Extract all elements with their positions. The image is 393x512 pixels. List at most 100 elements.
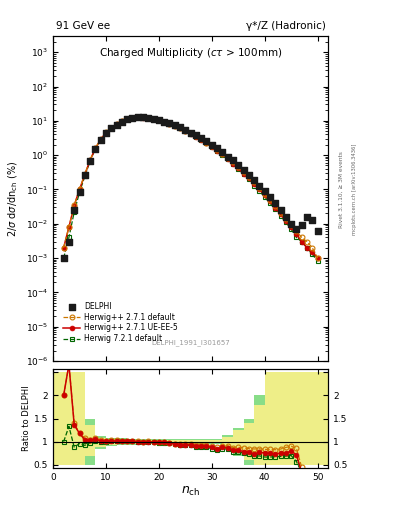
Herwig++ 2.7.1 default bbox=[77, 186, 82, 193]
Herwig 7.2.1 default bbox=[109, 125, 114, 131]
DELPHI bbox=[193, 131, 199, 139]
Herwig 7.2.1 default bbox=[257, 188, 262, 194]
Herwig++ 2.7.1 default bbox=[178, 125, 182, 131]
Herwig 7.2.1 default bbox=[209, 144, 214, 151]
Herwig 7.2.1 default bbox=[252, 182, 257, 188]
Herwig++ 2.7.1 UE-EE-5 bbox=[130, 115, 135, 121]
Herwig++ 2.7.1 UE-EE-5 bbox=[273, 205, 277, 211]
DELPHI bbox=[241, 166, 247, 174]
Herwig++ 2.7.1 default bbox=[289, 222, 294, 228]
DELPHI bbox=[119, 117, 125, 125]
Herwig++ 2.7.1 default bbox=[125, 116, 129, 122]
Herwig 7.2.1 default bbox=[173, 123, 177, 129]
DELPHI bbox=[87, 157, 93, 165]
Herwig++ 2.7.1 default bbox=[315, 255, 320, 261]
Herwig 7.2.1 default bbox=[262, 194, 267, 200]
Herwig 7.2.1 default bbox=[104, 130, 108, 136]
Herwig++ 2.7.1 UE-EE-5 bbox=[204, 140, 209, 146]
Herwig++ 2.7.1 UE-EE-5 bbox=[109, 125, 114, 131]
Herwig++ 2.7.1 default bbox=[231, 159, 235, 165]
Herwig 7.2.1 default bbox=[88, 158, 92, 164]
Herwig 7.2.1 default bbox=[273, 206, 277, 212]
Herwig++ 2.7.1 default bbox=[241, 169, 246, 175]
Herwig++ 2.7.1 UE-EE-5 bbox=[178, 125, 182, 131]
DELPHI bbox=[277, 206, 284, 214]
Herwig++ 2.7.1 UE-EE-5 bbox=[162, 119, 167, 125]
Herwig++ 2.7.1 default bbox=[114, 121, 119, 127]
Herwig++ 2.7.1 default bbox=[188, 131, 193, 137]
Herwig++ 2.7.1 UE-EE-5 bbox=[173, 123, 177, 129]
Herwig 7.2.1 default bbox=[188, 131, 193, 137]
Herwig++ 2.7.1 UE-EE-5 bbox=[146, 115, 151, 121]
DELPHI bbox=[140, 113, 146, 121]
DELPHI bbox=[251, 176, 257, 184]
DELPHI bbox=[151, 115, 157, 123]
Herwig 7.2.1 default bbox=[162, 119, 167, 125]
Line: Herwig++ 2.7.1 UE-EE-5: Herwig++ 2.7.1 UE-EE-5 bbox=[61, 115, 320, 261]
Herwig++ 2.7.1 default bbox=[83, 171, 87, 177]
DELPHI bbox=[172, 121, 178, 129]
Herwig++ 2.7.1 UE-EE-5 bbox=[167, 121, 172, 127]
Herwig++ 2.7.1 UE-EE-5 bbox=[88, 157, 92, 163]
Herwig 7.2.1 default bbox=[93, 146, 98, 152]
Herwig++ 2.7.1 UE-EE-5 bbox=[289, 224, 294, 230]
Herwig 7.2.1 default bbox=[156, 117, 161, 123]
DELPHI bbox=[267, 193, 273, 201]
Herwig++ 2.7.1 default bbox=[88, 157, 92, 163]
Herwig 7.2.1 default bbox=[241, 171, 246, 177]
Herwig++ 2.7.1 default bbox=[61, 245, 66, 251]
Herwig++ 2.7.1 UE-EE-5 bbox=[310, 249, 315, 255]
DELPHI bbox=[124, 115, 130, 123]
Herwig++ 2.7.1 UE-EE-5 bbox=[66, 224, 71, 230]
Herwig++ 2.7.1 UE-EE-5 bbox=[278, 211, 283, 217]
DELPHI bbox=[293, 225, 299, 233]
DELPHI bbox=[187, 129, 194, 137]
X-axis label: $n_{\rm ch}$: $n_{\rm ch}$ bbox=[181, 485, 200, 498]
DELPHI bbox=[209, 141, 215, 149]
Herwig 7.2.1 default bbox=[305, 245, 309, 251]
DELPHI bbox=[161, 117, 167, 125]
DELPHI bbox=[92, 145, 99, 153]
DELPHI bbox=[230, 156, 236, 164]
Herwig 7.2.1 default bbox=[114, 121, 119, 127]
Herwig++ 2.7.1 UE-EE-5 bbox=[93, 145, 98, 152]
Herwig++ 2.7.1 default bbox=[141, 114, 145, 120]
Herwig++ 2.7.1 UE-EE-5 bbox=[83, 172, 87, 178]
Text: 91 GeV ee: 91 GeV ee bbox=[56, 21, 110, 31]
Herwig++ 2.7.1 UE-EE-5 bbox=[215, 147, 219, 154]
Herwig++ 2.7.1 default bbox=[209, 143, 214, 150]
Herwig++ 2.7.1 default bbox=[204, 140, 209, 146]
Herwig++ 2.7.1 UE-EE-5 bbox=[299, 239, 304, 245]
Text: γ*/Z (Hadronic): γ*/Z (Hadronic) bbox=[246, 21, 325, 31]
Herwig 7.2.1 default bbox=[225, 156, 230, 162]
Herwig++ 2.7.1 default bbox=[305, 239, 309, 245]
Herwig++ 2.7.1 default bbox=[98, 136, 103, 142]
Herwig++ 2.7.1 UE-EE-5 bbox=[193, 134, 198, 140]
DELPHI bbox=[224, 153, 231, 161]
DELPHI bbox=[235, 161, 241, 169]
DELPHI bbox=[134, 113, 141, 121]
DELPHI bbox=[103, 129, 109, 137]
Legend: DELPHI, Herwig++ 2.7.1 default, Herwig++ 2.7.1 UE-EE-5, Herwig 7.2.1 default: DELPHI, Herwig++ 2.7.1 default, Herwig++… bbox=[62, 301, 178, 344]
Herwig 7.2.1 default bbox=[215, 148, 219, 154]
Herwig 7.2.1 default bbox=[278, 213, 283, 219]
DELPHI bbox=[299, 221, 305, 229]
DELPHI bbox=[145, 114, 151, 122]
Herwig 7.2.1 default bbox=[98, 137, 103, 143]
Herwig++ 2.7.1 UE-EE-5 bbox=[77, 186, 82, 193]
Herwig++ 2.7.1 default bbox=[268, 197, 272, 203]
Herwig++ 2.7.1 UE-EE-5 bbox=[220, 152, 225, 158]
Herwig++ 2.7.1 default bbox=[173, 123, 177, 129]
Herwig++ 2.7.1 UE-EE-5 bbox=[199, 137, 204, 143]
Herwig++ 2.7.1 UE-EE-5 bbox=[156, 117, 161, 123]
DELPHI bbox=[256, 181, 263, 189]
DELPHI bbox=[114, 120, 120, 129]
Herwig 7.2.1 default bbox=[61, 255, 66, 261]
Herwig++ 2.7.1 UE-EE-5 bbox=[104, 130, 108, 136]
Herwig 7.2.1 default bbox=[236, 166, 241, 172]
Herwig++ 2.7.1 UE-EE-5 bbox=[305, 245, 309, 251]
DELPHI bbox=[246, 170, 252, 179]
DELPHI bbox=[76, 188, 83, 196]
DELPHI bbox=[304, 212, 310, 221]
Herwig++ 2.7.1 default bbox=[215, 147, 219, 153]
